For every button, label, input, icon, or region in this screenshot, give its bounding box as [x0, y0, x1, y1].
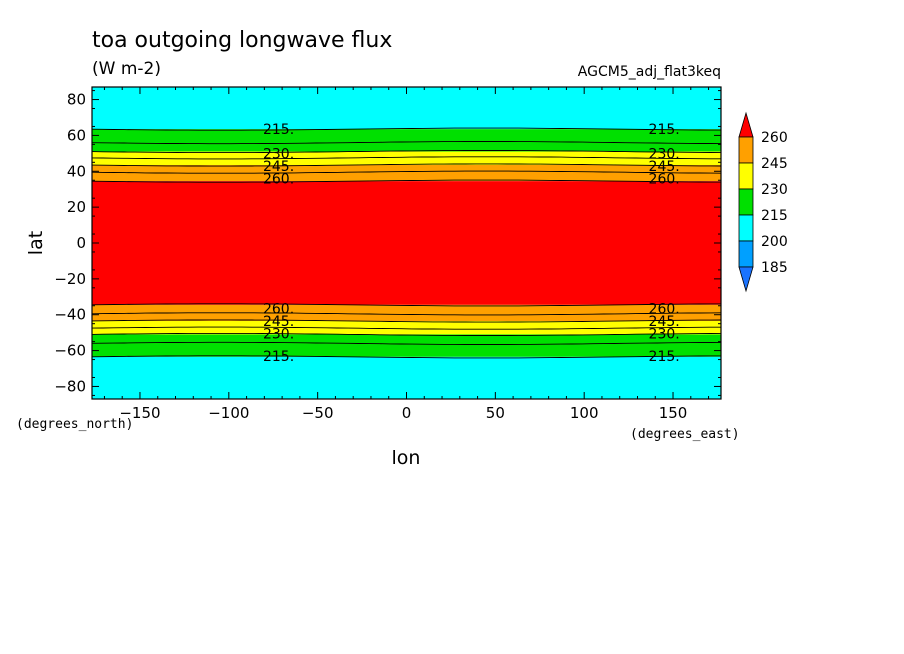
colorbar-segment — [738, 240, 754, 268]
contour-labels: 215.230.245.260.215.230.245.260.260.245.… — [263, 122, 680, 365]
x-tick-label: −150 — [119, 404, 160, 422]
contour-label: 230. — [263, 327, 294, 343]
dataset-label: AGCM5_adj_flat3keq — [578, 64, 721, 80]
y-units-label: (degrees_north) — [16, 417, 133, 432]
contour-line-222_5-s — [91, 341, 722, 345]
contour-label: 215. — [649, 349, 680, 365]
chart-title: toa outgoing longwave flux — [92, 28, 392, 53]
contour-label: 215. — [263, 349, 294, 365]
colorbar-label: 185 — [761, 260, 788, 276]
y-tick-label: 40 — [67, 162, 86, 180]
contour-line-237_5-s — [91, 326, 721, 330]
contour-line-260-n — [91, 179, 721, 183]
band-245-260-south — [92, 304, 721, 321]
contour-line-245-n — [91, 163, 722, 167]
contour-label: 230. — [649, 146, 680, 162]
contour-label: 215. — [649, 122, 680, 138]
x-tick-label: −50 — [302, 404, 334, 422]
colorbar-label: 200 — [761, 234, 788, 250]
contour-lines — [91, 127, 722, 359]
x-units-label: (degrees_east) — [630, 427, 740, 442]
band-215-230-south — [92, 334, 721, 357]
contour-line-215-s — [91, 355, 721, 359]
contour-line-230-s — [91, 332, 722, 336]
contour-line-237_5-n — [91, 156, 721, 160]
contour-label: 245. — [263, 159, 294, 175]
x-tick-label: 50 — [486, 404, 505, 422]
chart-units: (W m-2) — [92, 59, 161, 79]
contour-label: 230. — [263, 146, 294, 162]
y-tick-label: −40 — [54, 306, 86, 324]
contour-line-260-s — [91, 303, 721, 307]
colorbar-label: 215 — [761, 208, 788, 224]
band-200-215-south — [92, 356, 721, 399]
contour-line-222_5-n — [91, 141, 722, 145]
colorbar-segment — [738, 162, 754, 190]
band-200-215-north — [92, 87, 721, 130]
colorbar-segment — [738, 188, 754, 216]
filled-contour-bands — [92, 87, 721, 399]
colorbar-label: 245 — [761, 156, 788, 172]
contour-line-252_5-s — [91, 312, 722, 316]
band-245-260-north — [92, 165, 721, 182]
x-axis-label: lon — [392, 447, 421, 469]
colorbar-extend-bottom — [738, 266, 754, 293]
y-tick-label: 20 — [67, 198, 86, 216]
y-axis-label: lat — [25, 231, 47, 255]
x-axis: −150 −100 −50 0 50 100 150 — [103, 87, 710, 422]
y-tick-label: −20 — [54, 270, 86, 288]
contour-label: 260. — [649, 301, 680, 317]
y-tick-label: 0 — [76, 234, 86, 252]
contour-label: 230. — [649, 327, 680, 343]
contour-label: 245. — [263, 314, 294, 330]
band-230-245-north — [92, 151, 721, 165]
band-above-260 — [92, 181, 721, 305]
contour-line-252_5-n — [91, 170, 722, 174]
contour-line-230-n — [91, 150, 722, 154]
contour-label: 245. — [649, 314, 680, 330]
x-tick-label: 0 — [402, 404, 412, 422]
contour-label: 260. — [263, 301, 294, 317]
y-axis: 80 60 40 20 0 −20 −40 −60 −80 — [54, 90, 721, 396]
y-tick-label: 60 — [67, 126, 86, 144]
contour-line-245-s — [91, 319, 722, 323]
y-tick-label: −80 — [54, 377, 86, 395]
contour-label: 260. — [649, 171, 680, 187]
colorbar-label: 260 — [761, 130, 788, 146]
x-tick-label: 150 — [659, 404, 688, 422]
band-230-245-south — [92, 321, 721, 335]
colorbar: 260 245 230 215 200 185 — [738, 111, 788, 293]
contour-label: 215. — [263, 122, 294, 138]
contour-label: 260. — [263, 171, 294, 187]
contour-line-215-n — [91, 127, 721, 131]
colorbar-segment — [738, 136, 754, 164]
y-tick-label: 80 — [67, 91, 86, 109]
y-tick-label: −60 — [54, 342, 86, 360]
x-tick-label: −100 — [208, 404, 249, 422]
colorbar-label: 230 — [761, 182, 788, 198]
band-215-230-north — [92, 129, 721, 152]
colorbar-segment — [738, 214, 754, 242]
contour-label: 245. — [649, 159, 680, 175]
x-tick-label: 100 — [570, 404, 599, 422]
